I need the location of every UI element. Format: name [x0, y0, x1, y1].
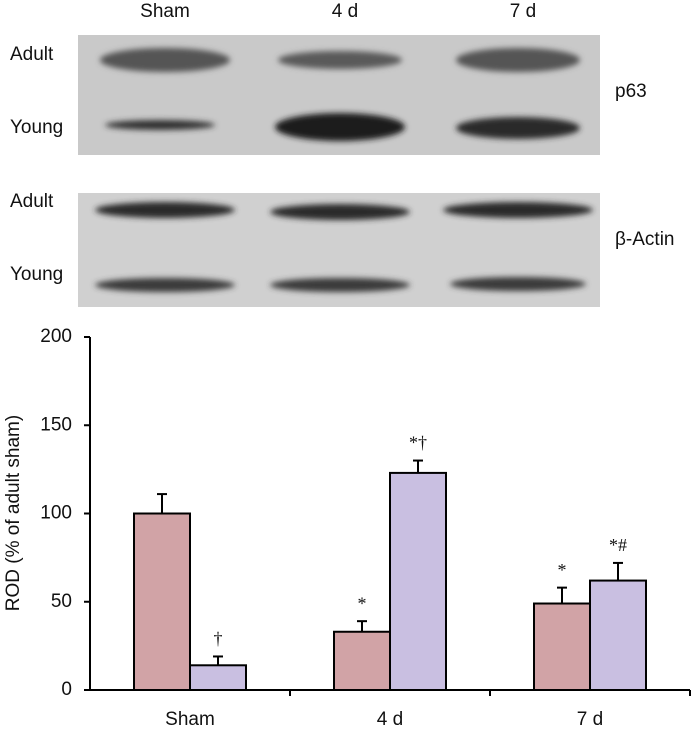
bar — [189, 664, 247, 691]
row-label: Adult — [10, 44, 54, 65]
blot-bands — [100, 48, 580, 141]
y-tick-label: 100 — [40, 503, 72, 524]
significance-mark: *† — [409, 433, 427, 453]
y-tick-label: 150 — [40, 414, 72, 435]
bar — [533, 602, 591, 692]
bar — [389, 471, 447, 691]
bar — [333, 630, 391, 692]
lane-label: Sham — [140, 1, 190, 22]
y-tick-label: 0 — [61, 679, 72, 700]
row-label: Adult — [10, 191, 54, 212]
y-tick-label: 200 — [40, 326, 72, 347]
bar — [133, 512, 191, 691]
row-label: Young — [10, 264, 63, 285]
bar — [589, 579, 647, 692]
x-tick-label: 4 d — [377, 709, 403, 729]
y-axis-label: ROD (% of adult sham) — [3, 415, 24, 611]
significance-mark: † — [214, 629, 223, 649]
x-tick-label: 7 d — [577, 709, 603, 729]
significance-mark: * — [558, 560, 567, 580]
y-tick-label: 50 — [51, 591, 72, 612]
significance-mark: *# — [609, 535, 627, 555]
lane-label: 4 d — [332, 1, 358, 22]
lane-label: 7 d — [510, 1, 536, 22]
row-label: Young — [10, 117, 63, 138]
x-tick-label: Sham — [165, 709, 215, 729]
protein-label: p63 — [615, 81, 647, 102]
blot-bands — [95, 202, 593, 292]
significance-mark: * — [358, 593, 367, 613]
protein-label: β-Actin — [615, 229, 675, 250]
